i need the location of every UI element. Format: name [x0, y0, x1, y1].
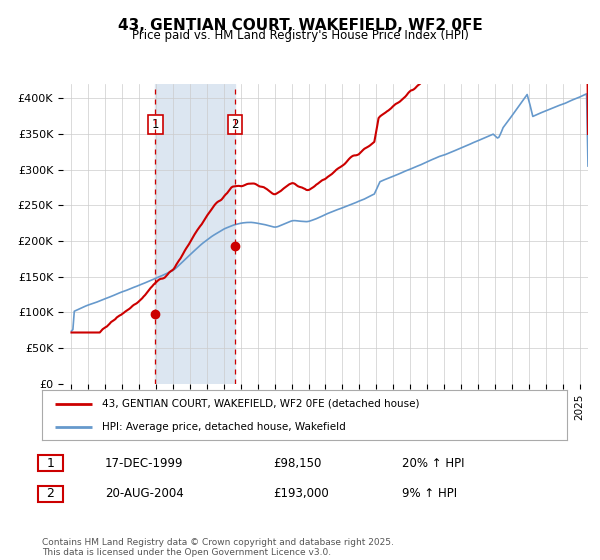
Text: £193,000: £193,000: [273, 487, 329, 501]
Text: 20-AUG-2004: 20-AUG-2004: [105, 487, 184, 501]
Text: 43, GENTIAN COURT, WAKEFIELD, WF2 0FE: 43, GENTIAN COURT, WAKEFIELD, WF2 0FE: [118, 18, 482, 33]
Text: 1: 1: [46, 456, 55, 470]
Text: 17-DEC-1999: 17-DEC-1999: [105, 456, 184, 470]
Text: Price paid vs. HM Land Registry's House Price Index (HPI): Price paid vs. HM Land Registry's House …: [131, 29, 469, 42]
Text: 2: 2: [231, 118, 238, 131]
Text: 1: 1: [152, 118, 159, 131]
Text: £98,150: £98,150: [273, 456, 322, 470]
Bar: [155, 84, 235, 384]
Text: HPI: Average price, detached house, Wakefield: HPI: Average price, detached house, Wake…: [103, 422, 346, 432]
Text: 20% ↑ HPI: 20% ↑ HPI: [402, 456, 464, 470]
Text: 43, GENTIAN COURT, WAKEFIELD, WF2 0FE (detached house): 43, GENTIAN COURT, WAKEFIELD, WF2 0FE (d…: [103, 399, 420, 409]
Text: 9% ↑ HPI: 9% ↑ HPI: [402, 487, 457, 501]
Text: 2: 2: [46, 487, 55, 501]
Text: Contains HM Land Registry data © Crown copyright and database right 2025.
This d: Contains HM Land Registry data © Crown c…: [42, 538, 394, 557]
